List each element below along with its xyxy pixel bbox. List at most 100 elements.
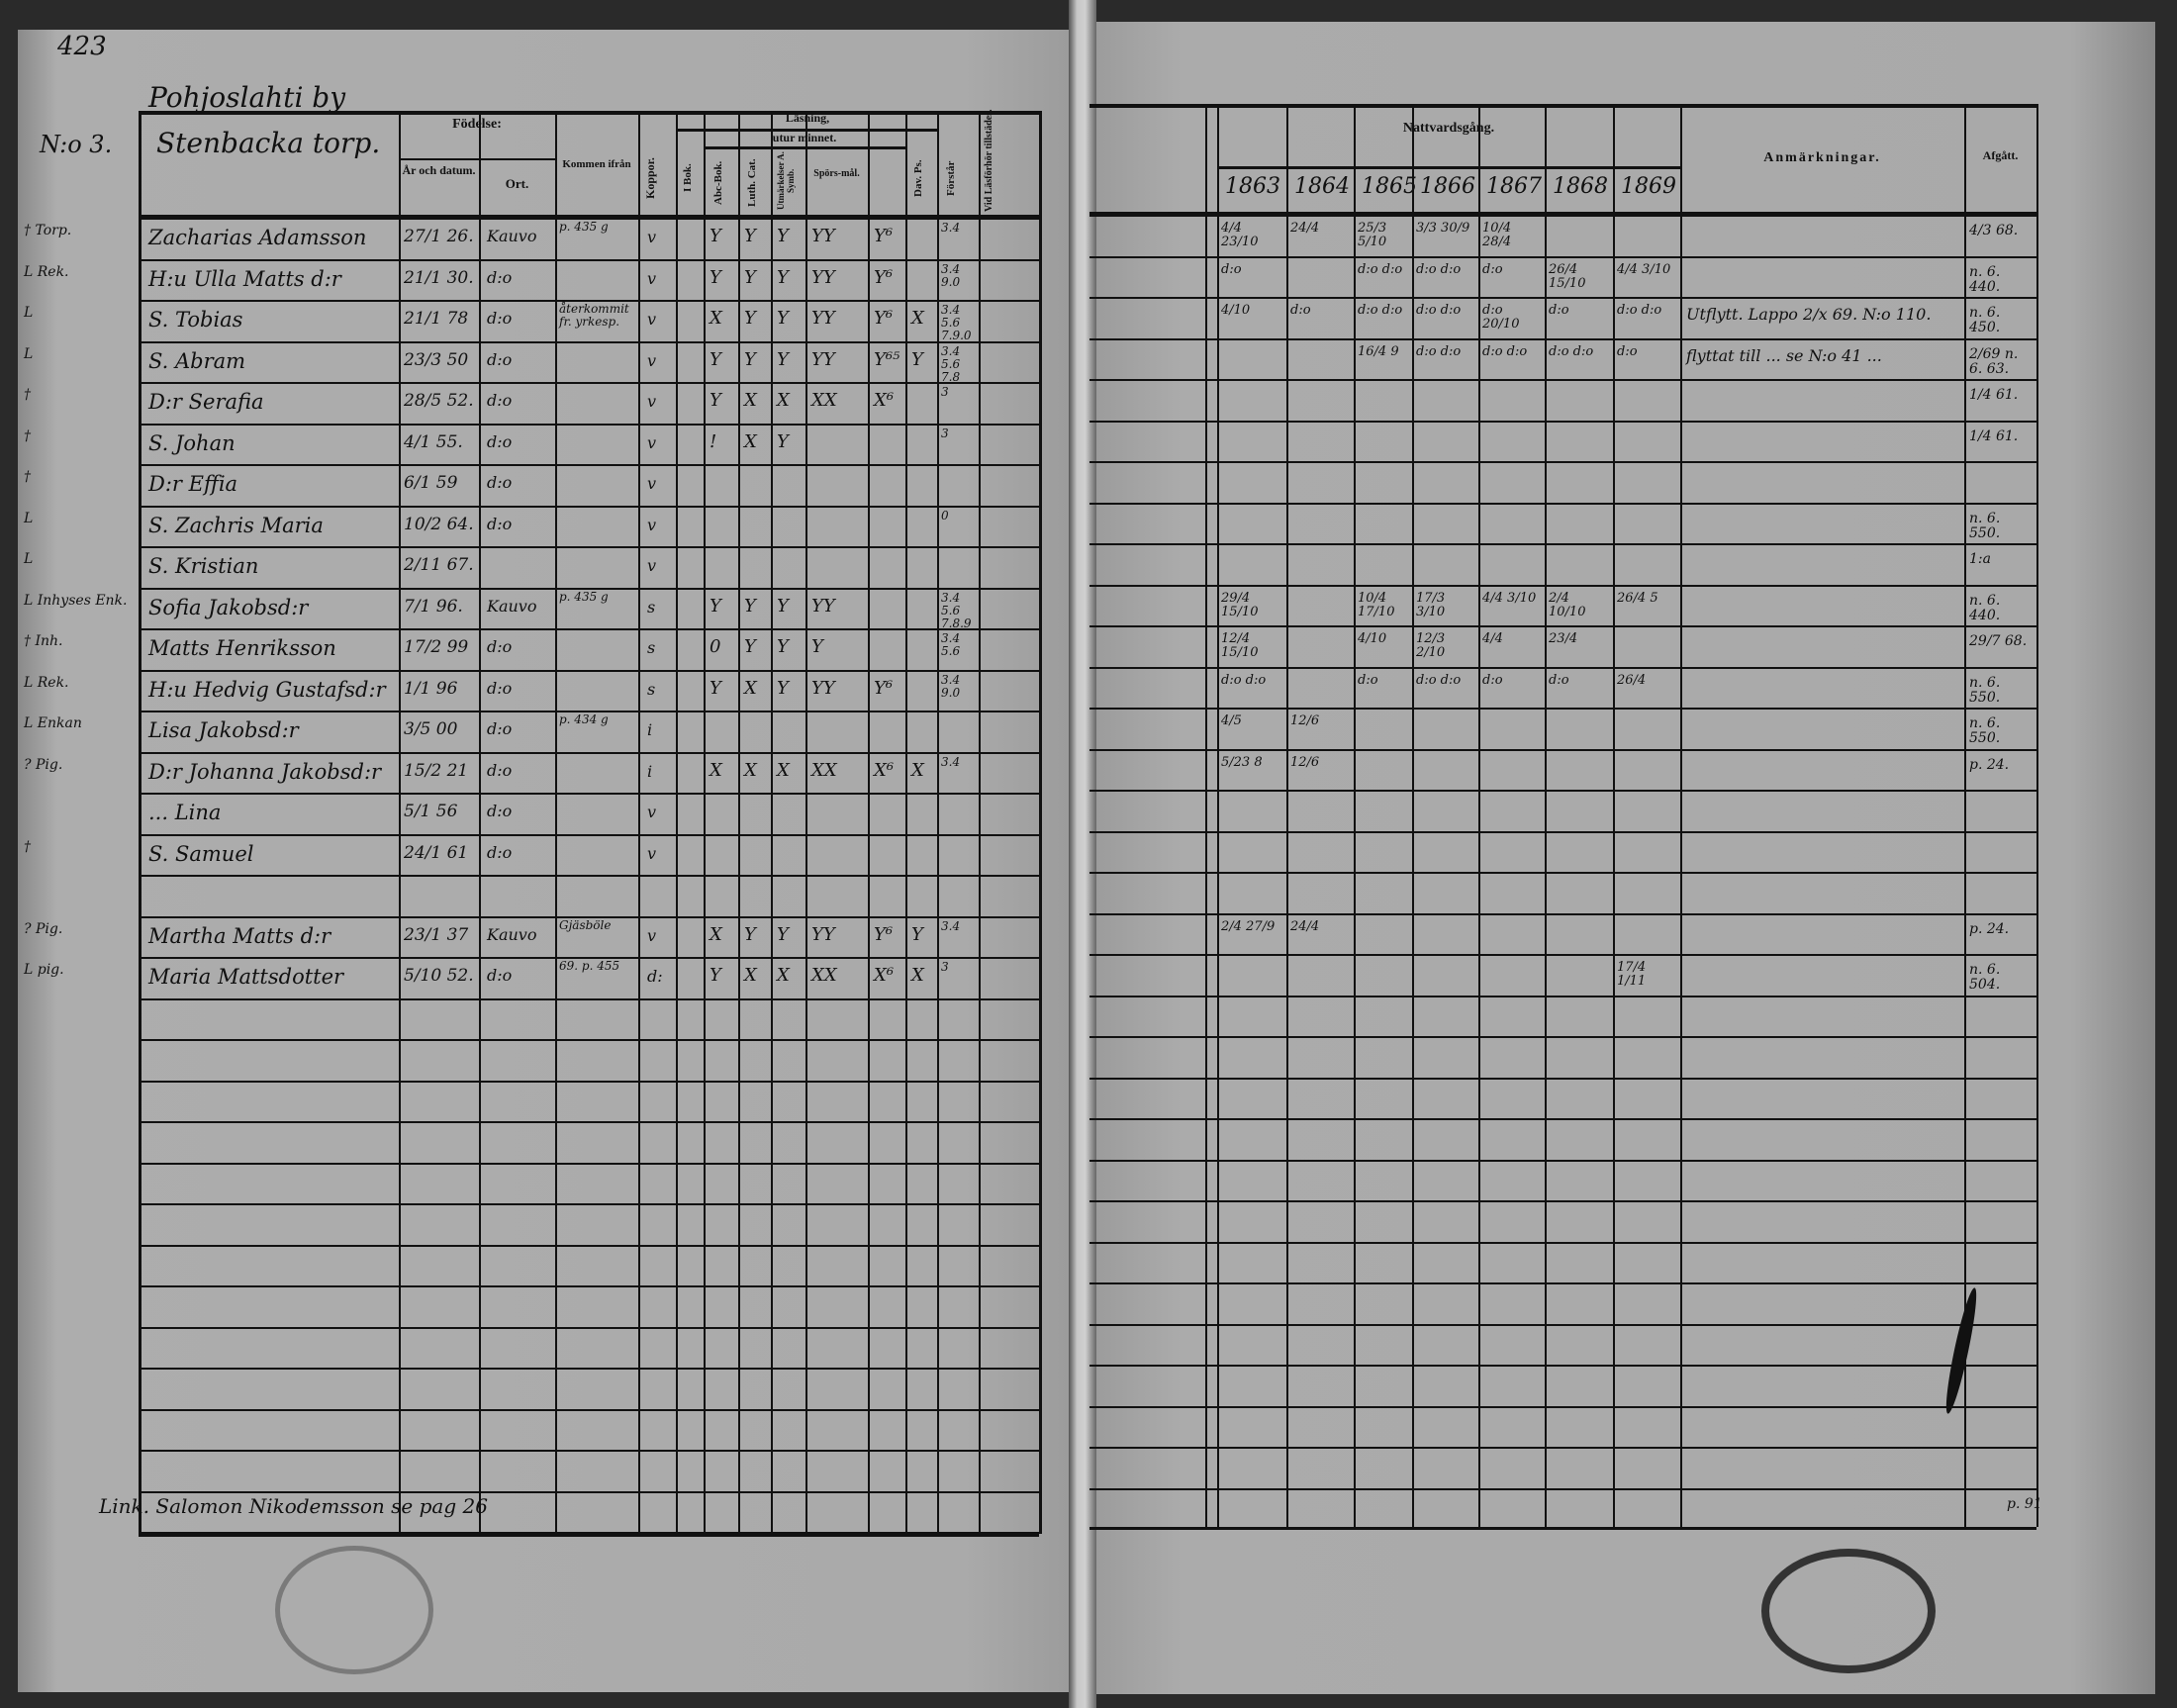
confirmation-mark: 3.4 5.6 7.9.0 (941, 303, 972, 342)
header-year-date: År och datum. (402, 163, 476, 177)
person-name: Sofia Jakobsd:r (148, 595, 309, 619)
row-status-mark: L (24, 345, 34, 362)
column-line (1545, 104, 1547, 1527)
row-line (1089, 502, 2036, 505)
departed: p. 24. (1969, 920, 2010, 937)
row-line (139, 382, 1039, 384)
header-psalms: Dav. Ps. (912, 159, 924, 197)
row-line (139, 546, 1039, 548)
birth-date: 4/1 55. (404, 431, 463, 452)
reading-mark: Y (777, 636, 789, 657)
reading-mark: Y (777, 430, 789, 452)
row-status-mark: L Enkan (24, 715, 82, 731)
column-line (555, 111, 557, 1534)
birth-date: 5/10 52. (404, 966, 474, 986)
row-status-mark: L Rek. (24, 263, 69, 280)
row-line (1089, 379, 2036, 381)
row-status-mark: † (24, 427, 31, 444)
confirmation-mark: 3.4 5.6 7.8 (941, 343, 961, 384)
person-name: S. Zachris Maria (148, 513, 324, 537)
communion-date-1869: 26/4 (1617, 672, 1647, 688)
birth-date: 15/2 21 (404, 760, 469, 781)
reading-mark: X⁶ (874, 759, 895, 781)
birth-place: Kauvo (487, 924, 537, 944)
rule-line (676, 129, 939, 132)
birth-place: d:o (487, 431, 513, 451)
came-from: p. 435 g (559, 220, 609, 234)
reading-mark: Y (744, 308, 756, 329)
reading-mark: Y (744, 348, 756, 370)
confirmation-mark: 3.4 5.6 (941, 631, 961, 658)
row-line (1089, 337, 2036, 340)
person-name: Martha Matts d:r (148, 923, 331, 948)
reading-mark: YY (811, 226, 835, 246)
row-status-mark: L pig. (24, 962, 64, 978)
reading-mark: Y (744, 636, 756, 657)
rule-line (704, 146, 905, 149)
page-number: 423 (57, 32, 107, 61)
bottom-rule (139, 1534, 1039, 1537)
confirmation-mark: 3 (941, 385, 949, 399)
row-line (139, 875, 1039, 877)
reading-mark: Y (911, 923, 923, 945)
reading-mark: Y (777, 226, 789, 246)
communion-date-1863: 2/4 27/9 (1221, 918, 1276, 934)
reading-mark: YY (811, 677, 835, 699)
confirmation-mark: 3.4 (941, 221, 961, 235)
header-birth: Födelse: (452, 117, 502, 132)
row-status-mark: † Torp. (24, 223, 72, 238)
reading-mark: ! (710, 430, 717, 452)
reading-mark: Y (777, 923, 789, 945)
row-line (1089, 708, 2036, 710)
birth-place: d:o (487, 637, 513, 656)
birth-date: 1/1 96 (404, 678, 458, 699)
row-status-mark: † (24, 469, 31, 485)
reading-mark: Y (710, 266, 721, 288)
reading-mark: Y⁶ (874, 923, 894, 945)
reading-mark: X (710, 759, 722, 781)
communion-date-1864: 12/6 (1290, 754, 1320, 770)
smallpox-mark: v (647, 310, 657, 329)
departed: p. 24. (1969, 756, 2010, 773)
row-line (1089, 995, 2036, 997)
smallpox-mark: v (647, 268, 657, 288)
communion-date-1863: 5/23 8 (1221, 754, 1263, 770)
row-line (1089, 912, 2036, 915)
reading-mark: Y (710, 226, 721, 246)
column-line (1039, 111, 1042, 1534)
reading-mark: Y (710, 677, 721, 699)
communion-date-1866: 12/3 2/10 (1416, 631, 1446, 660)
communion-date-1869: d:o (1617, 343, 1638, 359)
row-line (139, 505, 1039, 508)
reading-mark: Y (777, 595, 789, 617)
communion-date-1864: 24/4 (1290, 918, 1320, 934)
departed: 1/4 61. (1969, 427, 2019, 444)
birth-date: 27/1 26. (404, 227, 474, 246)
row-line (1089, 954, 2036, 956)
row-line (139, 711, 1039, 712)
row-line (139, 1121, 1039, 1123)
column-line (805, 111, 807, 1534)
smallpox-mark: v (647, 556, 657, 575)
column-line (638, 111, 640, 1534)
confirmation-mark: 3.4 9.0 (941, 261, 961, 289)
top-rule (139, 111, 1039, 115)
departed: 1/4 61. (1969, 387, 2019, 403)
row-line (1089, 872, 2036, 874)
birth-date: 24/1 61 (404, 842, 469, 863)
header-rule (139, 215, 1039, 220)
communion-date-1863: 29/4 15/10 (1221, 590, 1259, 619)
smallpox-mark: v (647, 392, 657, 411)
confirmation-mark: 3 (941, 426, 949, 440)
reading-mark: X (777, 965, 790, 986)
communion-date-1868: d:o (1549, 672, 1569, 688)
person-name: Matts Henriksson (148, 636, 336, 660)
column-line (868, 111, 870, 1534)
row-line (1089, 420, 2036, 423)
reading-mark: Y (744, 923, 756, 945)
row-status-mark: † (24, 387, 31, 403)
row-line (139, 1039, 1039, 1041)
smallpox-mark: s (647, 638, 656, 657)
communion-date-1867: 4/4 (1482, 631, 1503, 646)
column-line (979, 111, 981, 1534)
